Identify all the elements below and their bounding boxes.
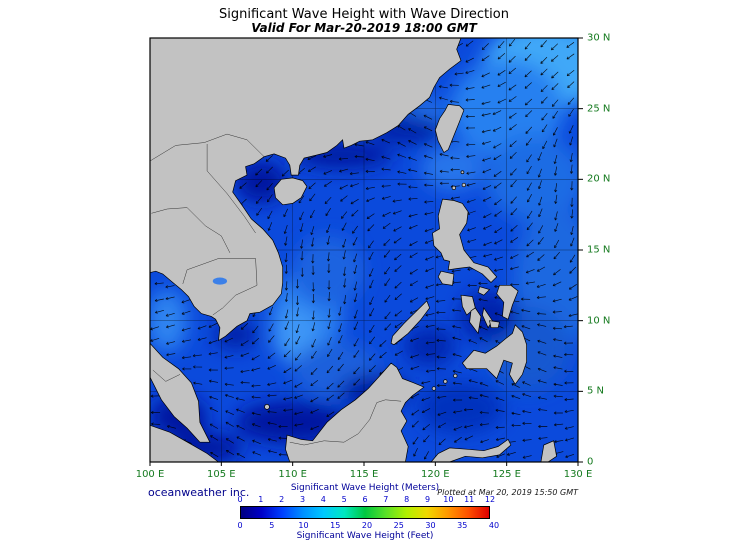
feet-tick: 40 xyxy=(488,521,500,530)
lon-label: 130 E xyxy=(563,469,593,480)
meters-tick: 0 xyxy=(237,495,243,504)
lat-label: 20 N xyxy=(587,173,611,185)
country-borders xyxy=(150,133,402,446)
meters-tick: 9 xyxy=(424,495,431,504)
meters-tick: 3 xyxy=(299,495,306,504)
lon-label: 100 E xyxy=(135,469,165,480)
meters-tick: 10 xyxy=(443,495,454,504)
meters-tick: 1 xyxy=(258,495,264,504)
meters-tick: 12 xyxy=(484,495,496,504)
lat-label: 10 N xyxy=(587,315,611,327)
lat-label: 0 xyxy=(587,456,594,468)
lat-label: 15 N xyxy=(587,244,611,256)
legend-meters-title: Significant Wave Height (Meters) xyxy=(290,483,440,493)
feet-tick: 0 xyxy=(237,521,243,530)
meters-tick: 4 xyxy=(320,495,326,504)
lon-label: 110 E xyxy=(278,469,307,480)
lon-label: 125 E xyxy=(492,469,521,480)
chart-title: Significant Wave Height with Wave Direct… xyxy=(219,7,509,22)
legend-colorbar xyxy=(240,506,490,519)
feet-tick: 10 xyxy=(298,521,309,530)
feet-tick: 20 xyxy=(361,521,373,530)
feet-tick: 35 xyxy=(457,521,468,530)
meters-tick: 8 xyxy=(404,495,410,504)
land-masses xyxy=(150,38,557,462)
meters-tick: 5 xyxy=(341,495,347,504)
meters-tick: 2 xyxy=(279,495,285,504)
lon-label: 120 E xyxy=(421,469,450,480)
lon-label: 105 E xyxy=(207,469,236,480)
lat-label: 25 N xyxy=(587,103,611,115)
feet-tick: 30 xyxy=(425,521,436,530)
lat-label: 5 N xyxy=(587,385,605,397)
lon-label: 115 E xyxy=(349,469,379,480)
lat-label: 30 N xyxy=(587,32,611,44)
chart-valid-time: Valid For Mar-20-2019 18:00 GMT xyxy=(251,21,477,35)
plotted-timestamp: Plotted at Mar 20, 2019 15:50 GMT xyxy=(437,488,578,497)
legend-feet-title: Significant Wave Height (Feet) xyxy=(296,531,434,541)
meters-tick: 7 xyxy=(383,495,389,504)
feet-tick: 15 xyxy=(330,521,341,530)
axis-ticks xyxy=(149,37,583,466)
attribution-text: oceanweather inc. xyxy=(148,486,250,499)
feet-tick: 25 xyxy=(393,521,404,530)
wave-direction-arrows xyxy=(150,38,578,460)
meters-tick: 11 xyxy=(464,495,475,504)
feet-tick: 5 xyxy=(269,521,275,530)
meters-tick: 6 xyxy=(362,495,368,504)
